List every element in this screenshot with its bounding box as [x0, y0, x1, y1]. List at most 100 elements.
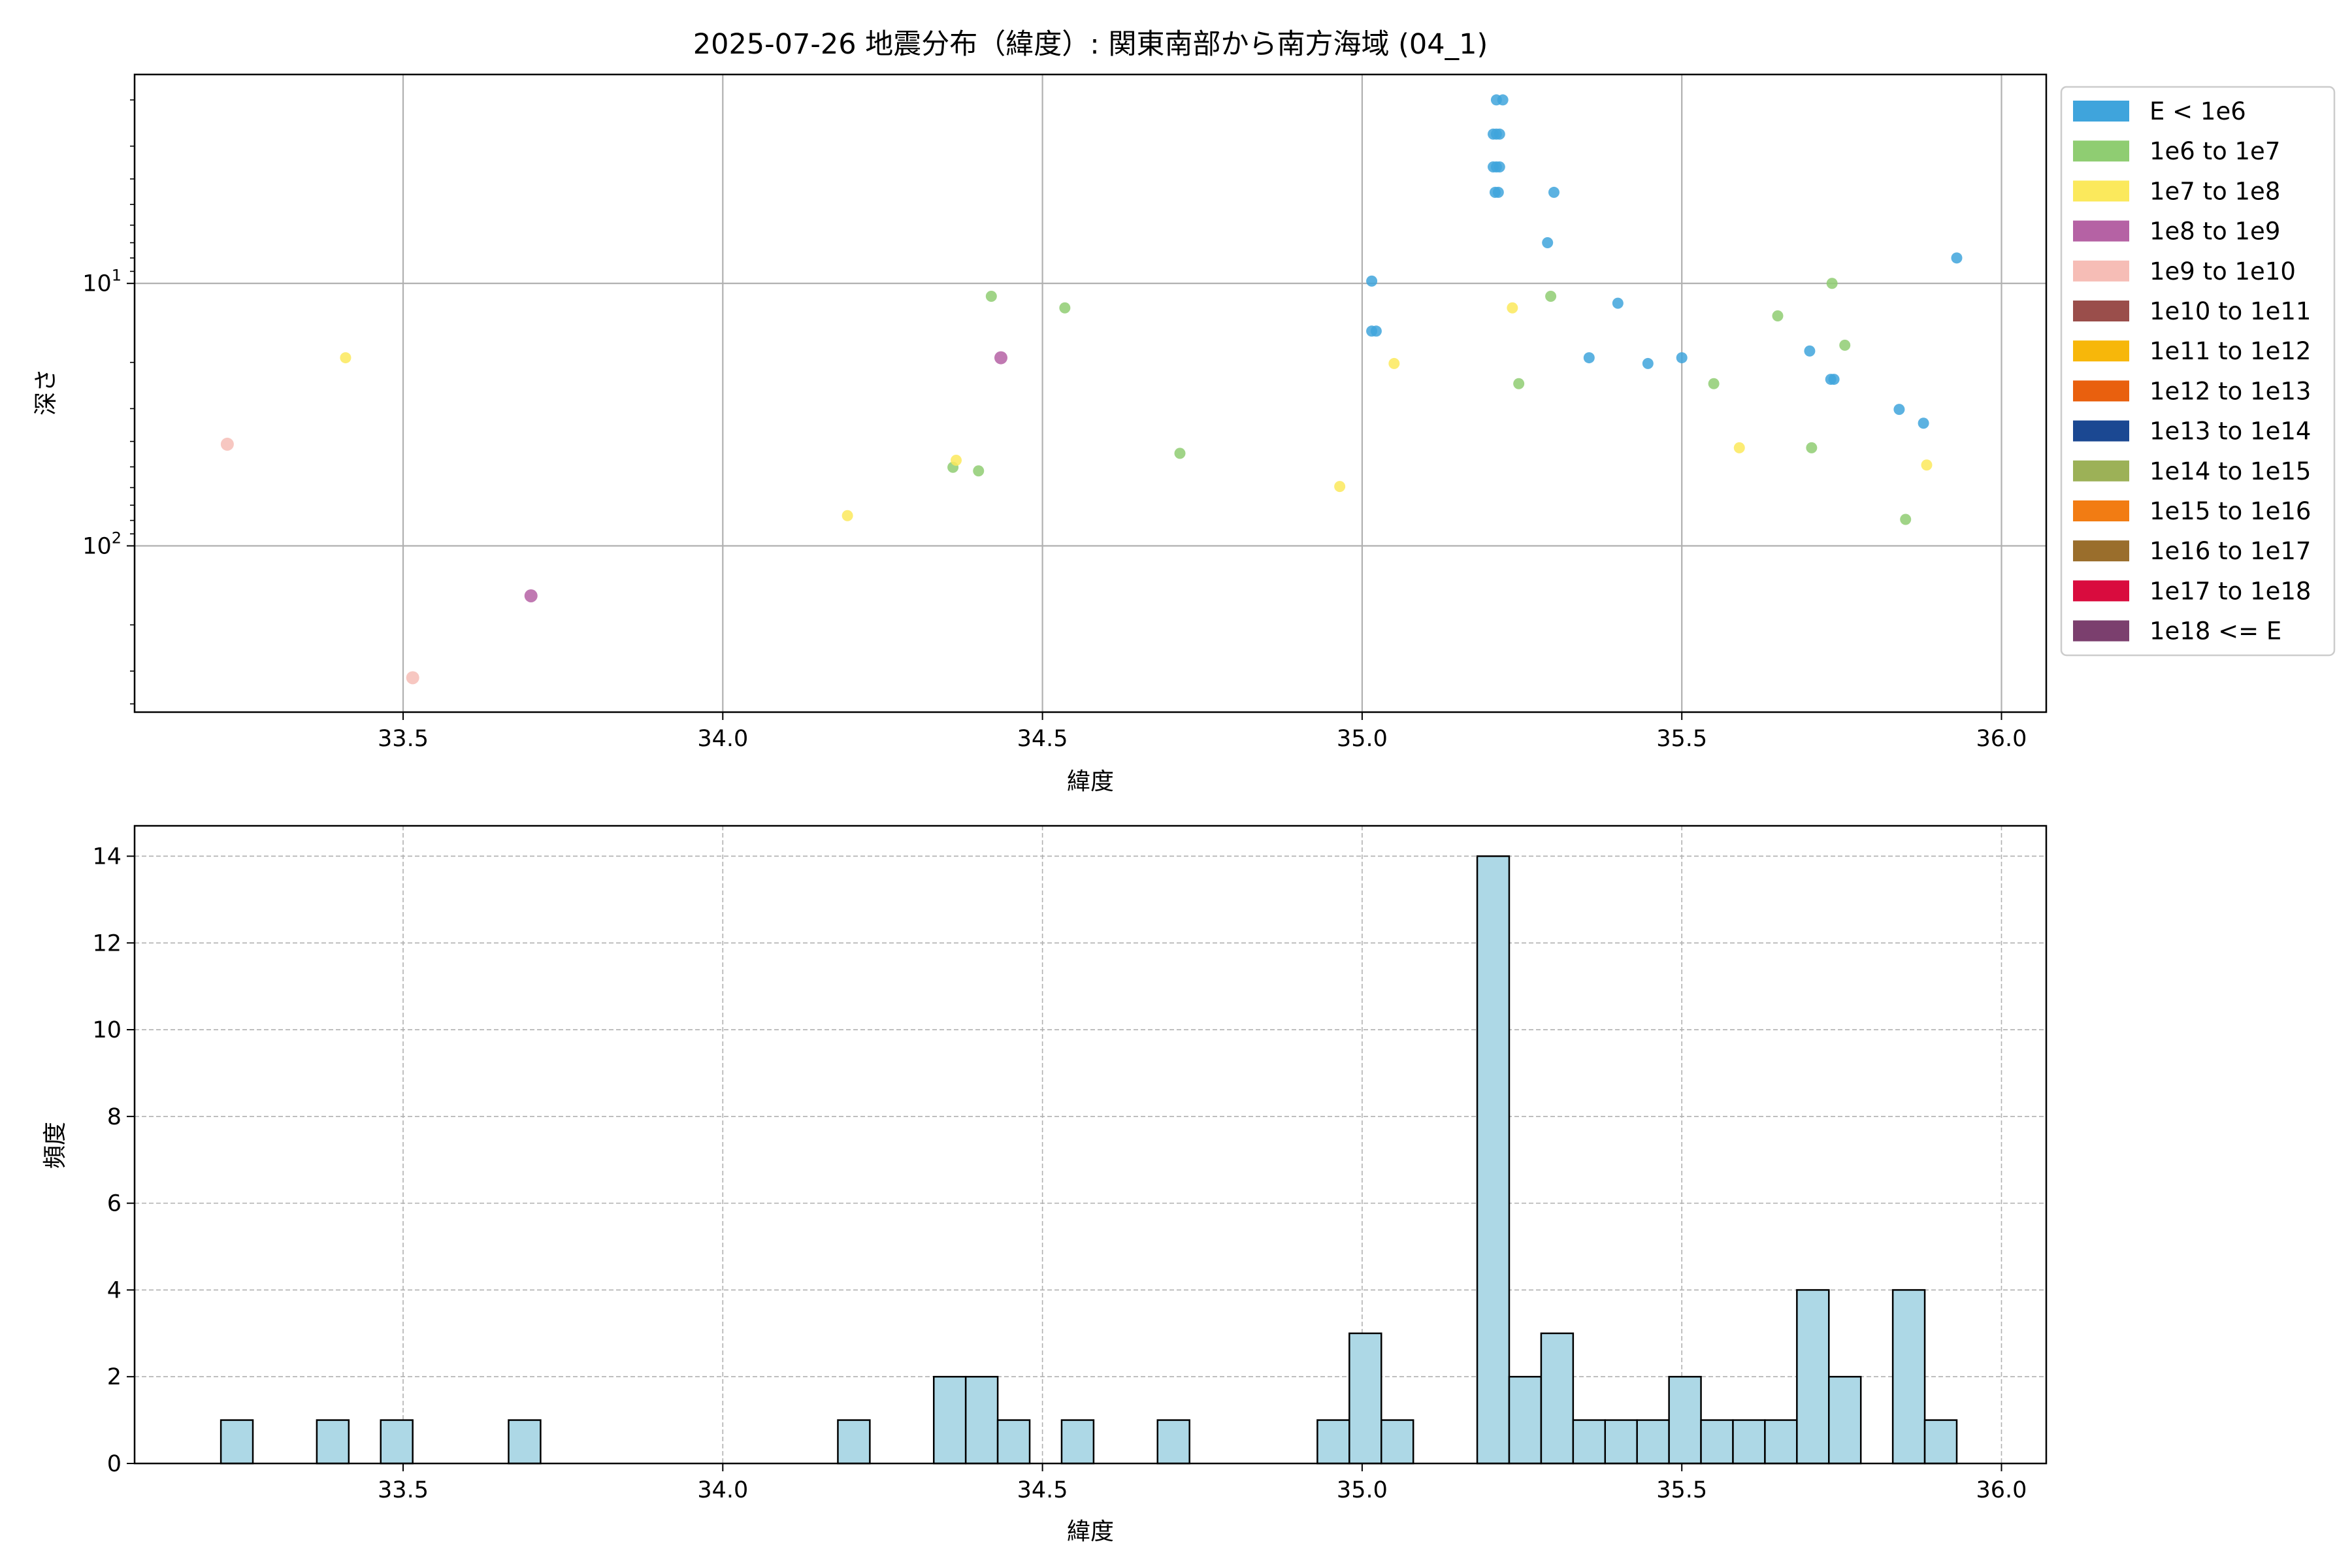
- histogram-y-ticks: 0 2 4 6 8 10 12 14: [92, 843, 135, 1477]
- legend-label: 1e15 to 1e16: [2149, 497, 2311, 525]
- histogram-bar: [1764, 1419, 1798, 1465]
- histogram-bar: [1348, 1332, 1382, 1465]
- scatter-point: [1612, 297, 1624, 309]
- histogram-bar: [1508, 1375, 1543, 1465]
- histogram-bar: [1604, 1419, 1638, 1465]
- legend-swatch: [2073, 380, 2129, 402]
- scatter-point: [1772, 310, 1784, 322]
- histogram-y-tick-label: 12: [92, 930, 122, 956]
- scatter-point: [1548, 186, 1560, 198]
- histogram-y-tick-label: 6: [107, 1191, 122, 1217]
- legend-swatch: [2073, 220, 2129, 242]
- scatter-point: [1388, 357, 1400, 369]
- legend-swatch: [2073, 340, 2129, 362]
- histogram-x-tick-label: 35.5: [1656, 1477, 1707, 1503]
- scatter-plot-frame: [133, 73, 2048, 713]
- scatter-x-axis-label: 緯度: [1067, 768, 1114, 795]
- legend-label: 1e9 to 1e10: [2149, 257, 2296, 286]
- chart-title: 2025-07-26 地震分布（緯度）: 関東南部から南方海域 (04_1): [693, 28, 1488, 61]
- scatter-y-tick-label: 102: [82, 529, 122, 560]
- legend-swatch: [2073, 101, 2129, 122]
- scatter-point: [1804, 345, 1816, 357]
- legend-label: E < 1e6: [2149, 97, 2246, 125]
- histogram-bar: [1060, 1419, 1095, 1465]
- scatter-point: [1542, 237, 1554, 249]
- histogram-x-ticks: 33.5 34.0 34.5 35.0 35.5 36.0: [378, 1463, 2027, 1503]
- legend-box: [2060, 86, 2336, 657]
- histogram-grid: [135, 826, 2046, 1464]
- legend-swatch: [2073, 540, 2129, 562]
- scatter-point: [1174, 448, 1186, 459]
- scatter-panel: 33.5 34.0 34.5 35.0 35.5 36.0 101 102 緯度 深さ: [33, 73, 2048, 795]
- histogram-bars: [220, 855, 1958, 1465]
- scatter-points: [220, 94, 1963, 685]
- legend-swatch: [2073, 180, 2129, 202]
- histogram-bar: [932, 1375, 967, 1465]
- histogram-bar: [1668, 1375, 1702, 1465]
- scatter-point: [1893, 404, 1905, 416]
- legend-label: 1e8 to 1e9: [2149, 218, 2280, 246]
- scatter-point: [1951, 252, 1963, 264]
- scatter-point: [1806, 442, 1818, 453]
- legend-label: 1e11 to 1e12: [2149, 337, 2311, 365]
- legend-label: 1e18 <= E: [2149, 617, 2281, 645]
- scatter-point: [985, 291, 997, 302]
- scatter-point: [406, 671, 419, 685]
- legend-swatch: [2073, 460, 2129, 482]
- legend-label: 1e14 to 1e15: [2149, 457, 2311, 485]
- histogram-y-tick-label: 14: [92, 843, 122, 870]
- scatter-point: [841, 510, 853, 521]
- scatter-point: [1334, 481, 1346, 493]
- scatter-y-axis-label: 深さ: [33, 368, 59, 416]
- histogram-bar: [1572, 1419, 1607, 1465]
- legend-swatch: [2073, 260, 2129, 282]
- histogram-x-tick-label: 36.0: [1976, 1477, 2027, 1503]
- histogram-bar: [1732, 1419, 1766, 1465]
- scatter-x-tick-label: 34.5: [1017, 726, 1068, 752]
- scatter-point: [1708, 378, 1720, 389]
- histogram-y-tick-label: 8: [107, 1104, 122, 1130]
- scatter-point: [950, 455, 962, 466]
- legend-label: 1e17 to 1e18: [2149, 577, 2311, 605]
- histogram-bar: [996, 1419, 1031, 1465]
- scatter-grid: [135, 74, 2046, 712]
- scatter-point: [1828, 374, 1840, 385]
- scatter-x-tick-label: 36.0: [1976, 726, 2027, 752]
- scatter-point: [524, 589, 538, 602]
- legend-label: 1e7 to 1e8: [2149, 177, 2280, 205]
- scatter-point: [1733, 442, 1745, 453]
- histogram-bar: [316, 1419, 350, 1465]
- legend-label: 1e10 to 1e11: [2149, 297, 2311, 325]
- legend-label: 1e13 to 1e14: [2149, 417, 2311, 446]
- histogram-x-tick-label: 34.0: [697, 1477, 748, 1503]
- scatter-point: [1059, 302, 1071, 314]
- scatter-point: [1839, 339, 1851, 351]
- histogram-bar: [1828, 1375, 1862, 1465]
- histogram-y-axis-label: 頻度: [42, 1122, 69, 1169]
- scatter-y-ticks: 101 102: [82, 99, 135, 705]
- scatter-point: [1826, 278, 1838, 289]
- legend-items: E < 1e6 1e6 to 1e7 1e7 to 1e8 1e8 to 1e9 1e9…: [2073, 97, 2311, 645]
- scatter-point: [1494, 128, 1505, 140]
- scatter-x-tick-label: 35.5: [1656, 726, 1707, 752]
- legend-label: 1e12 to 1e13: [2149, 377, 2311, 405]
- scatter-point: [1676, 352, 1688, 364]
- legend-label: 1e16 to 1e17: [2149, 537, 2311, 565]
- histogram-bar: [1380, 1419, 1414, 1465]
- scatter-point: [340, 352, 351, 364]
- histogram-bar: [1636, 1419, 1670, 1465]
- histogram-bar: [1923, 1419, 1958, 1465]
- legend-swatch: [2073, 580, 2129, 602]
- histogram-bar: [1316, 1419, 1350, 1465]
- scatter-x-tick-label: 33.5: [378, 726, 429, 752]
- legend: E < 1e6 1e6 to 1e7 1e7 to 1e8 1e8 to 1e9 1e9…: [2060, 86, 2336, 657]
- histogram-bar: [1156, 1419, 1190, 1465]
- scatter-point: [1918, 417, 1929, 429]
- scatter-x-ticks: 33.5 34.0 34.5 35.0 35.5 36.0: [378, 712, 2027, 752]
- scatter-point: [1921, 459, 1933, 471]
- histogram-x-tick-label: 34.5: [1017, 1477, 1068, 1503]
- histogram-bar: [837, 1419, 871, 1465]
- scatter-point: [1494, 161, 1505, 172]
